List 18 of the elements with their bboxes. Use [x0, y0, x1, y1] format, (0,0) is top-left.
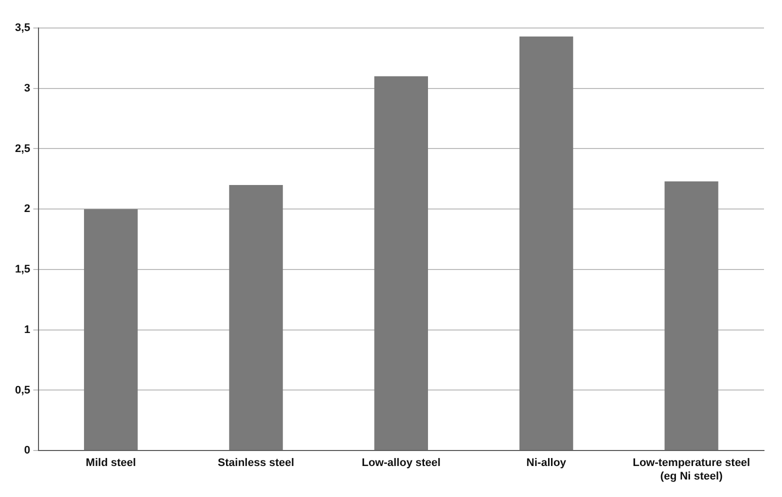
y-tick-label: 2 [24, 203, 30, 216]
x-tick-label: Mild steel [86, 457, 136, 470]
bar [519, 36, 574, 450]
bar [374, 76, 428, 450]
x-tick-label: Low-alloy steel [362, 457, 441, 470]
x-tick-label: Ni-alloy [526, 457, 568, 470]
y-tick-label: 2,5 [14, 142, 30, 155]
y-tick-label: 1,5 [14, 264, 30, 276]
x-tick-label: Stainless steel [218, 457, 294, 470]
y-tick-label: 0 [24, 444, 30, 457]
y-tick-label: 3,5 [14, 22, 30, 34]
x-tick-label: Low-temperature steel (eg Ni steel) [632, 457, 750, 482]
y-tick-label: 3 [24, 82, 30, 94]
bar [229, 184, 283, 450]
y-tick-label: 1 [24, 324, 30, 336]
bar [664, 181, 718, 450]
bar [84, 209, 138, 450]
y-tick-label: 0,5 [14, 384, 30, 396]
